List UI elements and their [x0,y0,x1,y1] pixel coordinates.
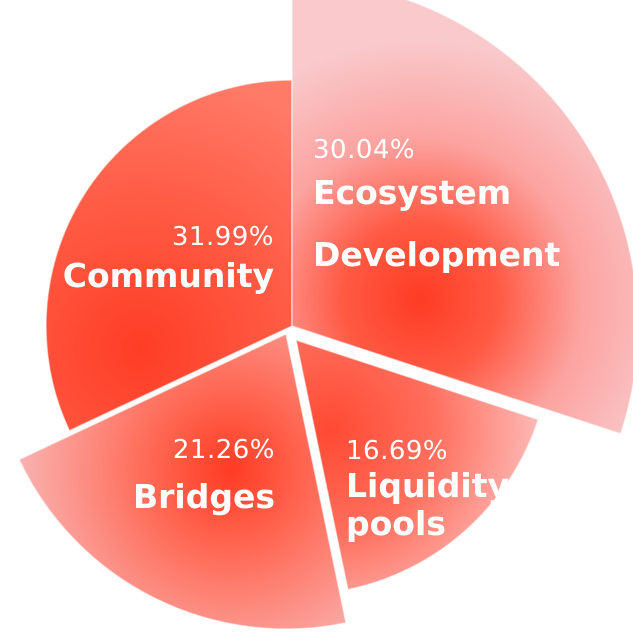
slice-name-bridges: Bridges [132,477,275,516]
slice-liquidity-pools [295,338,540,591]
slice-ecosystem-development [291,0,633,435]
slice-label-liquidity-pools: 16.69% Liquidity pools [346,436,509,544]
slice-name-community: Community [62,256,274,295]
slice-community [45,79,293,432]
slice-percent-community: 31.99% [171,222,274,252]
slice-name-ecosystem-line-1: Ecosystem [313,173,512,212]
slice-name-liquidity-line-1: Liquidity [346,466,509,505]
slice-bridges [18,332,347,630]
slice-name-ecosystem-line-2: Development [313,235,561,274]
slice-label-ecosystem-development: 30.04% Ecosystem Development [313,135,560,279]
slice-label-bridges: 21.26% Bridges [133,435,275,521]
slice-label-community: 31.99% Community [63,222,274,300]
slice-percent-liquidity-pools: 16.69% [346,436,449,466]
slice-percent-ecosystem-development: 30.04% [313,135,416,165]
slice-percent-bridges: 21.26% [172,435,275,465]
slice-name-liquidity-line-2: pools [346,504,446,543]
